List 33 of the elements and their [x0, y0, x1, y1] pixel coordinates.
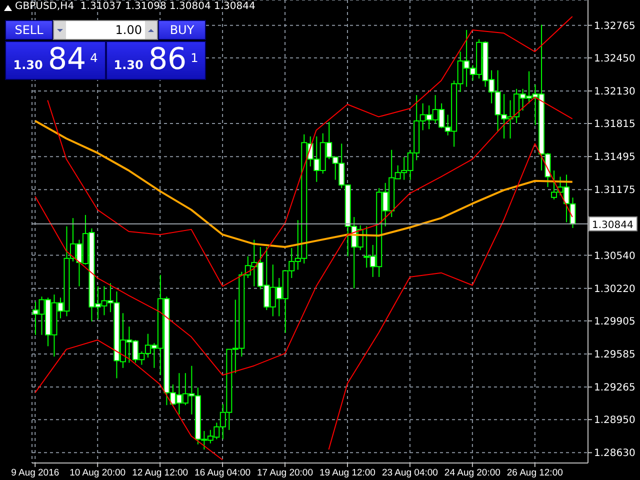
y-tick-label: 1.31815 [594, 119, 636, 130]
annotation: 1.30 86$^{1}$ [114, 42, 198, 77]
annotation: 1.30 84$^{4}$ [13, 42, 98, 77]
y-tick-label: 1.32765 [594, 20, 636, 32]
x-tick-label: 26 Aug 12:00 [506, 468, 563, 479]
y-tick-label: 1.32130 [594, 86, 636, 98]
y-tick-label: 1.31175 [594, 185, 636, 196]
x-tick-label: 23 Aug 04:00 [382, 468, 438, 479]
number-input-field: 1.00 [53, 20, 158, 40]
y-tick-label: 1.31495 [594, 152, 636, 164]
ref-line-label: 1.30844 [592, 220, 634, 231]
line-series [34, 340, 224, 460]
y-tick-label: 1.28950 [594, 415, 636, 426]
annotation: 1.00 [115, 23, 142, 37]
y-tick-label: 1.29265 [594, 382, 636, 394]
y-tick-label: 1.29585 [594, 350, 636, 361]
annotation: BUY [158, 20, 206, 40]
y-tick-label: 1.32450 [594, 53, 636, 64]
line-series [34, 120, 574, 248]
x-tick-label: 17 Aug 20:00 [257, 468, 314, 479]
x-tick-label: 24 Aug 20:00 [444, 468, 500, 479]
y-tick-label: 1.28630 [594, 448, 636, 460]
x-tick-label: 9 Aug 2016 [11, 468, 60, 479]
y-tick-label: 1.30540 [594, 250, 636, 262]
annotation: SELL [5, 20, 53, 40]
x-tick-label: 10 Aug 20:00 [70, 468, 126, 479]
x-tick-label: 16 Aug 04:00 [194, 468, 251, 479]
x-tick-label: 12 Aug 12:00 [132, 468, 188, 479]
line-series [47, 16, 573, 287]
chart-title: GBPUSD,H4 1.31037 1.31098 1.30804 1.30844 [15, 1, 256, 12]
y-tick-label: 1.29905 [594, 316, 636, 328]
x-tick-label: 19 Aug 12:00 [319, 468, 376, 479]
y-tick-label: 1.30220 [594, 284, 636, 295]
